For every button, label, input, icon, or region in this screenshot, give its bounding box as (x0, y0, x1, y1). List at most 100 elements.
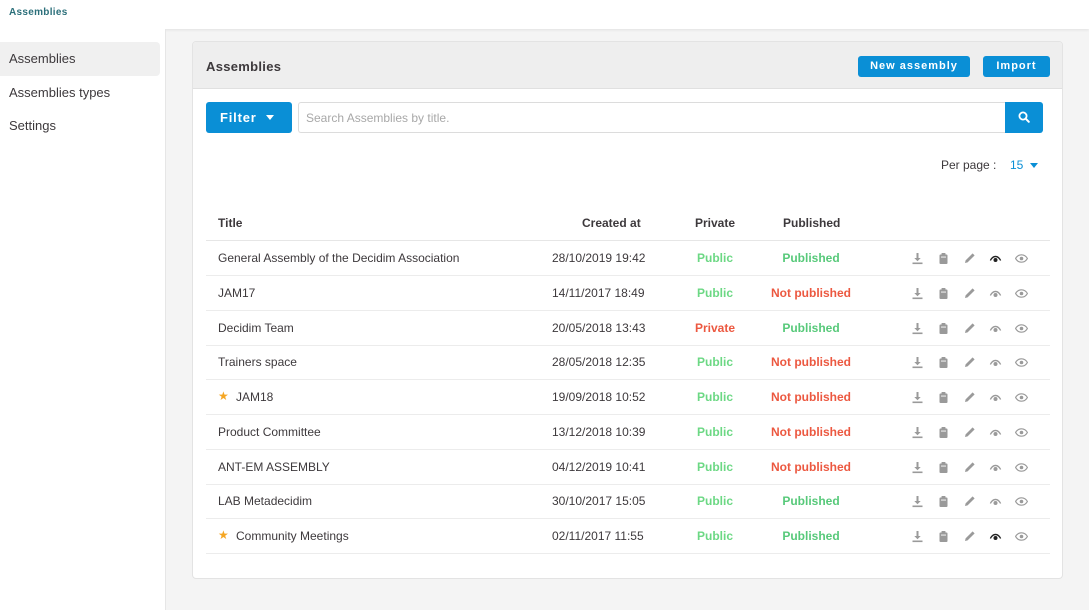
row-actions (911, 495, 1041, 509)
search-icon (1018, 111, 1030, 123)
table-header-divider (206, 240, 1050, 241)
preview-icon[interactable] (989, 252, 1002, 265)
preview-icon[interactable] (989, 391, 1002, 404)
pencil-icon[interactable] (963, 530, 976, 543)
created-at-value: 19/09/2018 10:52 (552, 390, 646, 404)
eye-icon[interactable] (1015, 322, 1028, 335)
assembly-title-link[interactable]: Product Committee (218, 424, 321, 439)
preview-icon[interactable] (989, 322, 1002, 335)
eye-icon[interactable] (1015, 426, 1028, 439)
sidebar-item-assemblies-types[interactable]: Assemblies types (9, 85, 111, 100)
download-icon[interactable] (911, 287, 924, 300)
pencil-icon[interactable] (963, 356, 976, 369)
published-status: Published (782, 251, 840, 265)
copy-icon[interactable] (937, 391, 950, 404)
private-status: Public (696, 459, 733, 474)
table-row: JAM17 14/11/2017 18:49 Public Not publis… (206, 276, 1050, 311)
assembly-title-link[interactable]: JAM18 (236, 390, 274, 404)
eye-icon[interactable] (1015, 356, 1028, 369)
eye-icon[interactable] (1015, 252, 1028, 265)
private-status: Public (696, 355, 733, 370)
preview-icon[interactable] (989, 356, 1002, 369)
download-icon[interactable] (911, 461, 924, 474)
copy-icon[interactable] (937, 495, 950, 508)
eye-icon[interactable] (1015, 461, 1028, 474)
pencil-icon[interactable] (963, 426, 976, 439)
pencil-icon[interactable] (963, 252, 976, 265)
preview-icon[interactable] (989, 287, 1002, 300)
copy-icon[interactable] (937, 287, 950, 300)
assembly-title-link[interactable]: General Assembly of the Decidim Associat… (218, 251, 460, 265)
card-header: Assemblies New assembly Import (193, 42, 1062, 89)
preview-icon[interactable] (989, 461, 1002, 474)
download-icon[interactable] (911, 495, 924, 508)
star-icon: ★ (218, 528, 229, 542)
assembly-title-link[interactable]: Decidim Team (218, 320, 294, 335)
card-title: Assemblies (206, 59, 282, 74)
created-at-value: 14/11/2017 18:49 (552, 285, 645, 300)
app-brand[interactable]: Assemblies (9, 7, 68, 18)
eye-icon[interactable] (1015, 530, 1028, 543)
table-row: Trainers space 28/05/2018 12:35 Public N… (206, 345, 1050, 381)
pencil-icon[interactable] (963, 461, 976, 474)
column-header-title[interactable]: Title (218, 216, 243, 230)
pencil-icon[interactable] (963, 495, 976, 508)
row-actions (911, 322, 1041, 336)
pencil-icon[interactable] (963, 322, 976, 335)
assembly-title-link[interactable]: Trainers space (218, 355, 297, 370)
download-icon[interactable] (911, 356, 924, 369)
copy-icon[interactable] (937, 530, 950, 543)
download-icon[interactable] (911, 252, 924, 265)
created-at-value: 28/10/2019 19:42 (552, 251, 646, 265)
sidebar-item-settings[interactable]: Settings (9, 118, 56, 133)
preview-icon[interactable] (989, 530, 1002, 543)
eye-icon[interactable] (1015, 495, 1028, 508)
search-button[interactable] (1005, 102, 1043, 133)
filter-button-label: Filter (220, 110, 257, 125)
pencil-icon[interactable] (963, 391, 976, 404)
assembly-title-link[interactable]: LAB Metadecidim (218, 494, 313, 509)
eye-icon[interactable] (1015, 287, 1028, 300)
private-status: Public (696, 529, 733, 543)
assembly-title-link[interactable]: Community Meetings (236, 529, 349, 543)
assembly-title-link[interactable]: ANT-EM ASSEMBLY (218, 459, 330, 474)
preview-icon[interactable] (989, 495, 1002, 508)
column-header-created-at[interactable]: Created at (582, 216, 641, 230)
column-header-private[interactable]: Private (695, 216, 736, 230)
column-header-published[interactable]: Published (783, 216, 841, 230)
copy-icon[interactable] (937, 356, 950, 369)
pencil-icon[interactable] (963, 287, 976, 300)
download-icon[interactable] (911, 426, 924, 439)
copy-icon[interactable] (937, 426, 950, 439)
private-status: Public (696, 390, 733, 404)
per-page-select[interactable]: 15 (1010, 158, 1024, 172)
copy-icon[interactable] (937, 252, 950, 265)
table-row: LAB Metadecidim 30/10/2017 15:05 Public … (206, 484, 1050, 520)
row-actions (911, 252, 1041, 266)
assembly-title-link[interactable]: JAM17 (218, 285, 256, 300)
published-status: Not published (771, 424, 851, 439)
private-status: Public (696, 285, 733, 300)
sidebar-item-assemblies[interactable]: Assemblies (0, 42, 160, 76)
import-button[interactable]: Import (983, 56, 1050, 77)
copy-icon[interactable] (937, 322, 950, 335)
private-status: Public (696, 424, 733, 439)
download-icon[interactable] (911, 530, 924, 543)
eye-icon[interactable] (1015, 391, 1028, 404)
caret-down-icon[interactable] (1030, 163, 1038, 168)
published-status: Published (782, 320, 840, 335)
published-status: Not published (771, 355, 851, 370)
published-status: Published (782, 529, 840, 543)
preview-icon[interactable] (989, 426, 1002, 439)
published-status: Not published (771, 459, 851, 474)
row-actions (911, 530, 1041, 544)
search-input[interactable] (298, 102, 1005, 133)
filter-button[interactable]: Filter (206, 102, 292, 133)
download-icon[interactable] (911, 391, 924, 404)
created-at-value: 02/11/2017 11:55 (552, 529, 644, 543)
table-row: ★ Community Meetings 02/11/2017 11:55 Pu… (206, 519, 1050, 554)
copy-icon[interactable] (937, 461, 950, 474)
download-icon[interactable] (911, 322, 924, 335)
table-row: General Assembly of the Decidim Associat… (206, 241, 1050, 276)
new-assembly-button[interactable]: New assembly (858, 56, 970, 77)
